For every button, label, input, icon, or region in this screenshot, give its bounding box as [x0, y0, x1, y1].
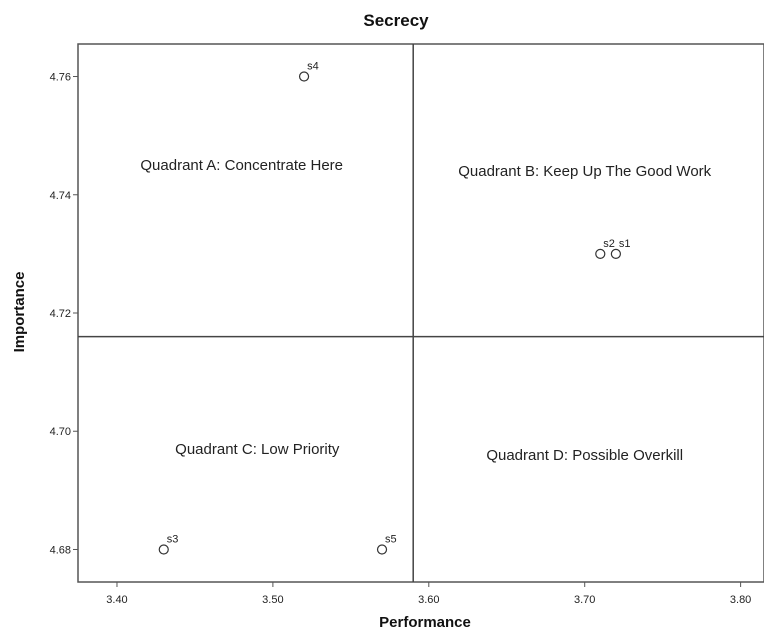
y-tick-label: 4.68	[50, 544, 71, 556]
quadrant-label: Quadrant C: Low Priority	[175, 441, 340, 458]
x-tick-label: 3.60	[418, 594, 439, 606]
y-tick-label: 4.70	[50, 426, 71, 438]
point-label-s3: s3	[167, 533, 179, 545]
x-tick-label: 3.70	[574, 594, 595, 606]
data-point-s1	[610, 248, 621, 259]
x-tick-label: 3.50	[262, 594, 283, 606]
y-tick-label: 4.76	[50, 72, 71, 84]
quadrant-labels: Quadrant A: Concentrate Here Quadrant B: …	[140, 157, 711, 464]
y-tick-label: 4.72	[50, 308, 71, 320]
x-tick-label: 3.40	[106, 594, 127, 606]
reference-lines	[78, 44, 764, 582]
quadrant-label: Quadrant B: Keep Up The Good Work	[458, 163, 711, 180]
data-point-s2	[595, 248, 606, 259]
plot-area	[77, 43, 764, 583]
x-axis: 3.40 3.50 3.60 3.70 3.80	[106, 582, 751, 606]
point-label-s2: s2	[603, 238, 615, 250]
data-point-s4	[298, 71, 310, 82]
x-tick-label: 3.80	[730, 594, 751, 606]
chart-title: Secrecy	[363, 11, 429, 30]
quadrant-label: Quadrant A: Concentrate Here	[140, 157, 343, 174]
y-axis-title: Importance	[11, 272, 28, 353]
y-axis: 4.68 4.70 4.72 4.74 4.76	[50, 72, 78, 556]
data-points: s1 s2 s3 s4 s5	[158, 61, 631, 555]
point-label-s1: s1	[619, 238, 631, 250]
point-label-s5: s5	[385, 533, 397, 545]
x-axis-title: Performance	[379, 614, 471, 631]
point-label-s4: s4	[307, 61, 319, 73]
quadrant-label: Quadrant D: Possible Overkill	[486, 447, 683, 464]
data-point-s5	[376, 544, 388, 555]
y-tick-label: 4.74	[50, 190, 71, 202]
data-point-s3	[158, 544, 169, 555]
